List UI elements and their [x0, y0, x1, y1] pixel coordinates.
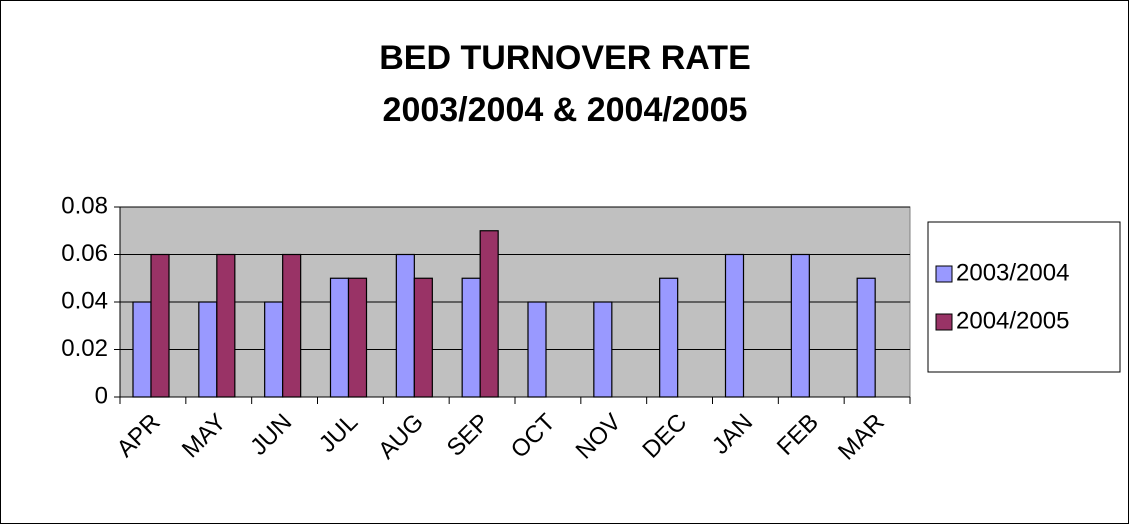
y-tick-label: 0.04: [61, 287, 108, 314]
bar: [329, 277, 350, 398]
legend-label: 2004/2005: [956, 307, 1069, 334]
bar: [282, 253, 302, 398]
bar: [479, 230, 499, 398]
bar: [461, 277, 481, 398]
bar: [593, 301, 613, 398]
bar: [527, 301, 547, 398]
y-tick-label: 0.06: [61, 240, 108, 267]
bar: [659, 277, 679, 398]
bar: [198, 301, 218, 398]
legend-swatch: [935, 313, 953, 331]
bar: [132, 301, 152, 398]
bar: [856, 277, 876, 398]
bar: [395, 253, 415, 398]
legend-swatch: [935, 265, 953, 283]
bar: [790, 253, 810, 398]
y-tick-label: 0.02: [61, 335, 108, 362]
bar: [150, 253, 170, 398]
bar: [216, 253, 236, 398]
legend-box: [927, 221, 1121, 373]
chart-title: BED TURNOVER RATE: [379, 39, 751, 77]
bar: [347, 277, 368, 398]
bar: [724, 253, 745, 398]
bar: [413, 277, 433, 398]
y-tick-label: 0: [95, 382, 108, 409]
bar: [264, 301, 284, 398]
chart-title: 2003/2004 & 2004/2005: [383, 91, 748, 129]
legend-label: 2003/2004: [956, 259, 1069, 286]
y-tick-label: 0.08: [61, 192, 108, 219]
